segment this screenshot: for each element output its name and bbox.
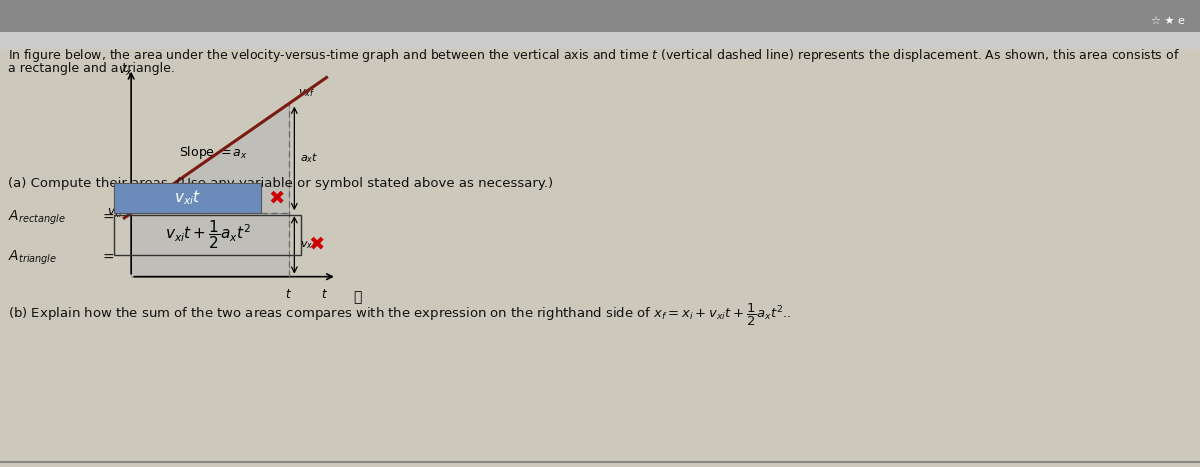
- Text: $a_x t$: $a_x t$: [300, 151, 318, 165]
- Text: $v_{xi}$: $v_{xi}$: [300, 239, 316, 251]
- Text: $t$: $t$: [286, 288, 293, 301]
- Text: $v_{xf}$: $v_{xf}$: [298, 87, 314, 99]
- Polygon shape: [131, 104, 289, 213]
- Bar: [0, 0, 1200, 32]
- Text: $A_{rectangle}$: $A_{rectangle}$: [8, 209, 66, 227]
- Text: $A_{triangle}$: $A_{triangle}$: [8, 249, 58, 267]
- Text: Slope $= a_x$: Slope $= a_x$: [179, 143, 248, 161]
- Text: $v_{xi}t + \dfrac{1}{2}a_x t^2$: $v_{xi}t + \dfrac{1}{2}a_x t^2$: [166, 219, 251, 251]
- Text: In figure below, the area under the velocity-versus-time graph and between the v: In figure below, the area under the velo…: [8, 47, 1180, 64]
- Text: $v_x$: $v_x$: [119, 65, 133, 78]
- Text: ☆ ★ e: ☆ ★ e: [1151, 16, 1186, 26]
- Text: $v_{xi}t$: $v_{xi}t$: [174, 189, 202, 207]
- Text: ✖: ✖: [268, 189, 284, 207]
- Text: $v_{xi}$: $v_{xi}$: [107, 206, 122, 219]
- Text: $=$: $=$: [100, 249, 115, 263]
- Text: a rectangle and a triangle.: a rectangle and a triangle.: [8, 62, 175, 75]
- Text: $=$: $=$: [100, 209, 115, 223]
- Text: ✖: ✖: [308, 234, 324, 254]
- Text: (a) Compute their areas. (Use any variable or symbol stated above as necessary.): (a) Compute their areas. (Use any variab…: [8, 177, 553, 190]
- FancyBboxPatch shape: [114, 183, 262, 213]
- Bar: [0, 32, 1200, 49]
- Polygon shape: [131, 213, 289, 276]
- Text: $t$: $t$: [322, 288, 328, 301]
- Text: ⓘ: ⓘ: [353, 290, 361, 304]
- Text: (b) Explain how the sum of the two areas compares with the expression on the rig: (b) Explain how the sum of the two areas…: [8, 302, 791, 328]
